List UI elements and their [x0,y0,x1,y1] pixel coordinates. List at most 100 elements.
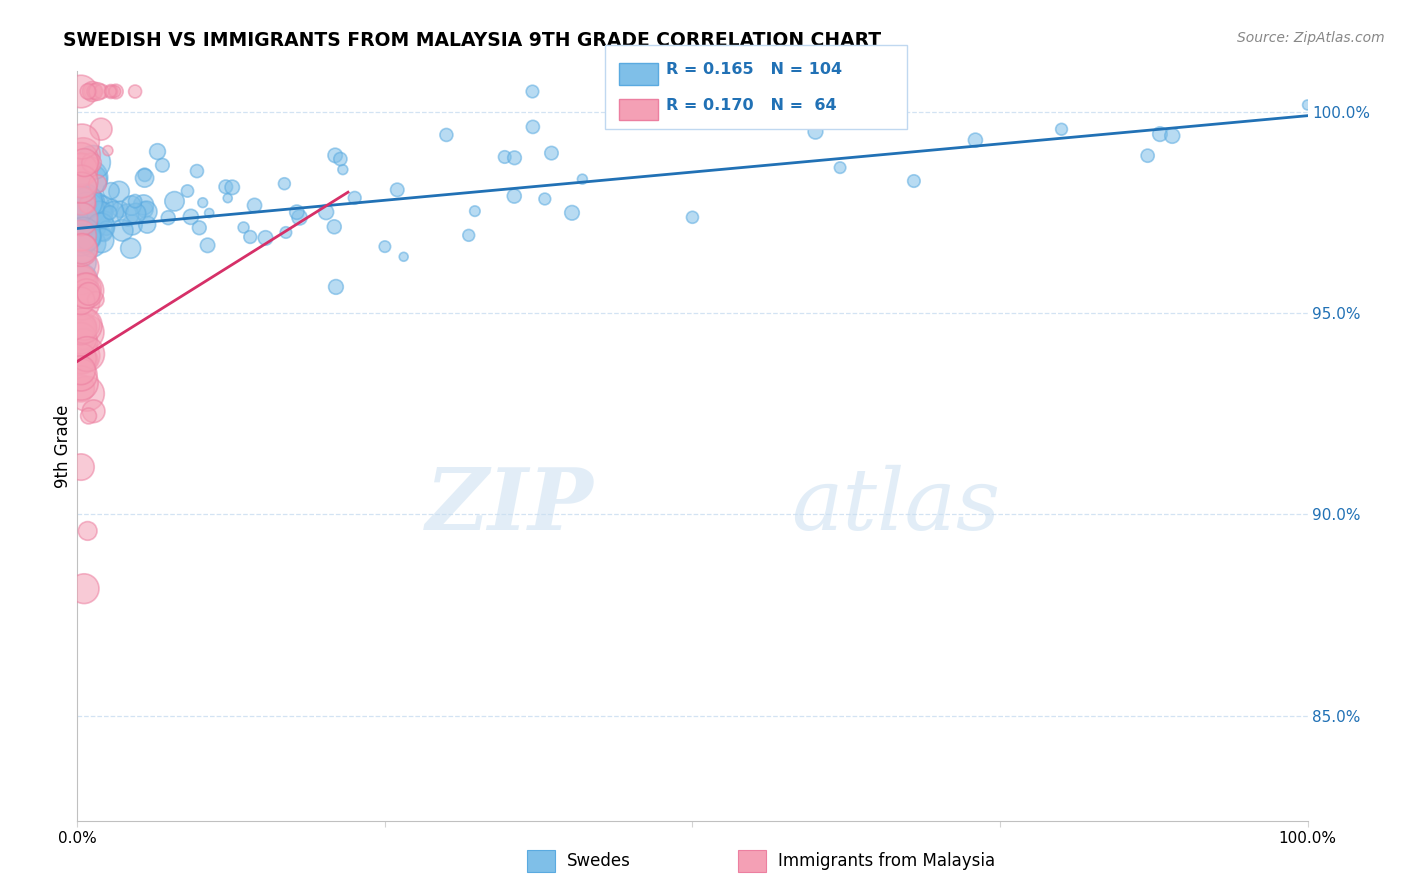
Point [77,409,100,423]
Point [72,335,94,350]
Point [93,211,115,226]
Point [1149,127,1171,141]
Point [77,85,100,99]
Point [121,198,143,212]
Text: SWEDISH VS IMMIGRANTS FROM MALAYSIA 9TH GRADE CORRELATION CHART: SWEDISH VS IMMIGRANTS FROM MALAYSIA 9TH … [63,31,882,50]
Point [75,284,97,298]
Point [329,152,352,166]
Point [76,524,98,538]
Point [103,204,125,219]
Point [89,206,111,220]
Point [70,260,93,275]
Point [83,404,105,418]
Point [70,180,93,194]
Point [392,250,415,264]
Point [387,183,409,197]
Point [146,145,169,159]
Point [1136,149,1159,163]
Point [70,351,93,366]
Point [70,382,93,396]
Point [77,231,100,245]
Point [232,220,254,235]
Y-axis label: 9th Grade: 9th Grade [53,404,72,488]
Point [682,211,704,225]
Point [221,180,243,194]
Point [1296,98,1319,112]
Point [76,286,98,301]
Point [100,85,122,99]
Point [70,135,93,149]
Point [176,184,198,198]
Point [70,322,93,336]
Point [84,200,107,214]
Point [73,318,96,333]
Point [82,172,104,186]
Point [82,85,104,99]
Point [76,202,98,217]
Point [93,227,115,242]
Point [198,206,221,220]
Point [82,155,104,169]
Point [72,148,94,162]
Point [534,192,557,206]
Point [104,85,127,99]
Point [73,194,96,209]
Point [522,85,544,99]
Point [70,272,93,286]
Point [323,148,346,162]
Point [98,205,121,219]
Point [70,255,93,269]
Point [254,231,277,245]
Point [76,197,98,211]
Text: atlas: atlas [792,465,1000,548]
Point [104,85,127,99]
Point [70,242,93,256]
Point [503,189,526,203]
Point [124,194,146,209]
Point [323,219,346,234]
Point [70,272,93,286]
Point [70,163,93,178]
Point [76,352,98,367]
Point [70,376,93,390]
Point [374,239,396,253]
Point [90,234,112,248]
Point [82,85,104,99]
Point [101,198,124,212]
Point [73,155,96,169]
Point [522,120,544,134]
Point [134,171,156,186]
Point [157,211,180,225]
Point [343,191,366,205]
Point [70,363,93,377]
Point [903,174,925,188]
Text: Swedes: Swedes [567,852,630,871]
Point [325,280,347,294]
Point [561,206,583,220]
Point [75,325,97,339]
Point [457,228,479,243]
Point [70,368,93,382]
Point [100,85,122,99]
Text: ZIP: ZIP [426,464,595,548]
Text: Immigrants from Malaysia: Immigrants from Malaysia [778,852,994,871]
Point [83,85,105,99]
Point [125,206,148,220]
Point [70,329,93,343]
Text: R = 0.165   N = 104: R = 0.165 N = 104 [666,62,842,77]
Point [72,227,94,242]
Point [70,174,93,188]
Point [243,198,266,212]
Point [132,198,155,212]
Point [436,128,458,142]
Point [82,236,104,251]
Point [83,218,105,232]
Point [197,238,219,252]
Text: Source: ZipAtlas.com: Source: ZipAtlas.com [1237,31,1385,45]
Point [163,194,186,209]
Point [72,244,94,258]
Point [70,153,93,168]
Point [80,214,103,228]
Point [73,199,96,213]
Point [494,150,516,164]
